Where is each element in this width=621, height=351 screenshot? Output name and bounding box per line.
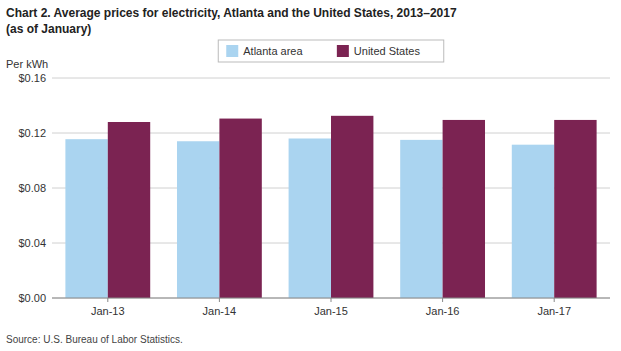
bars [65,116,596,298]
x-tick-label: Jan-17 [537,305,571,317]
bar [554,120,596,298]
bar [331,116,373,298]
legend-label: Atlanta area [243,45,303,57]
y-tick-label: $0.04 [18,237,46,249]
y-tick-label: $0.08 [18,182,46,194]
chart: Chart 2. Average prices for electricity,… [0,0,621,351]
grid [52,78,610,298]
x-tick [219,298,220,302]
bar [65,139,107,298]
y-axis-label: Per kWh [6,58,48,70]
bar [512,145,554,298]
x-tick [554,298,555,302]
bar [289,139,331,299]
legend-label: United States [354,45,421,57]
y-tick-label: $0.00 [18,292,46,304]
x-tick [107,298,108,302]
x-tick-label: Jan-14 [203,305,237,317]
legend-swatch [337,45,349,57]
source: Source: U.S. Bureau of Labor Statistics. [6,334,183,345]
x-tick-label: Jan-15 [314,305,348,317]
legend-swatch [226,45,238,57]
grid-line [52,78,610,79]
subtitle: (as of January) [6,22,91,36]
legend-box [218,40,444,62]
bar [219,119,261,298]
x-tick [331,298,332,302]
bar [400,140,442,298]
legend: Atlanta area United States [218,40,444,62]
x-tick [442,298,443,302]
bar [108,122,150,298]
x-tick-label: Jan-16 [426,305,460,317]
bar [177,141,219,298]
y-tick-label: $0.16 [18,72,46,84]
bar [443,120,485,298]
x-tick-label: Jan-13 [91,305,125,317]
y-tick-label: $0.12 [18,127,46,139]
title: Chart 2. Average prices for electricity,… [6,6,457,20]
